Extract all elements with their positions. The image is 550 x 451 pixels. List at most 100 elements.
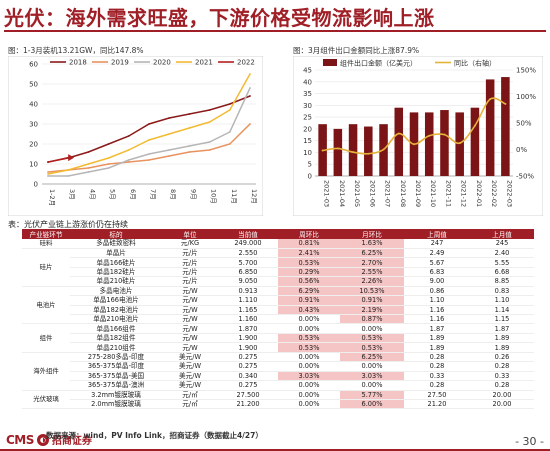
table-header-cell: 上月值: [470, 229, 534, 239]
last-month-cell: 8.85: [470, 276, 534, 287]
logo-chinese: 招商证券: [51, 436, 92, 447]
chart1-point-2021: [47, 173, 49, 175]
logo-text: CMS: [6, 432, 34, 447]
table-row: 单晶166电池片 元/W 1.110 0.91% 0.91% 1.10 1.10: [22, 295, 534, 306]
chart2-bar: [470, 107, 480, 176]
current-value-cell: 1.165: [218, 305, 278, 316]
chart1-point-2019: [87, 167, 90, 169]
chart1-point-2021: [107, 157, 110, 159]
data-source-note: 数据来源：wind，PV Info Link，招商证券（数据截止4/27）: [46, 431, 263, 440]
chart2-bar: [440, 110, 449, 176]
unit-cell: 元/W: [162, 295, 218, 306]
current-value-cell: 1.870: [218, 323, 278, 334]
chart1-ytick-label: 50: [29, 81, 38, 89]
chart1-point-2019: [148, 159, 150, 161]
chart2-bar: [348, 124, 358, 176]
week-change-cell: 0.00%: [278, 352, 340, 363]
chart1-legend-label: 2018: [69, 59, 87, 67]
segment-cell: 海外组件: [22, 352, 70, 391]
last-month-cell: 1.87: [470, 323, 534, 334]
month-change-cell: 2.19%: [340, 305, 404, 316]
week-change-cell: 0.81%: [278, 239, 340, 249]
chart1-point-2019: [107, 163, 110, 165]
last-week-cell: 0.28: [404, 380, 470, 391]
table-row: 单晶210硅片 元/片 9.050 0.56% 2.26% 9.00 8.85: [22, 276, 534, 287]
chart1-point-2022: [47, 161, 49, 164]
chart2-xtick-label: 2022-02: [490, 180, 498, 207]
month-change-cell: 0.87%: [340, 314, 404, 325]
chart2-caption: 图：3月组件出口金额同比上涨87.9%: [293, 46, 420, 55]
chart2-yoy-point: [336, 147, 339, 150]
last-month-cell: 0.28: [470, 380, 534, 391]
month-change-cell: 0.91%: [340, 295, 404, 306]
last-month-cell: 0.26: [470, 352, 534, 363]
chart1-point-2020: [228, 131, 231, 133]
current-value-cell: 1.900: [218, 342, 278, 353]
unit-cell: 元/片: [162, 257, 218, 268]
table-row: 单晶210组件 元/W 1.900 0.53% 0.53% 1.89 1.89: [22, 342, 534, 353]
chart1-xtick-label: 4月: [88, 189, 96, 200]
last-month-cell: 0.33: [470, 371, 534, 382]
chart2-ytick-label: 30: [303, 102, 312, 110]
chart2-xtick-label: 2021-10: [429, 180, 437, 207]
chart2-y2tick-label: 100%: [516, 93, 536, 101]
chart1-legend-label: 2019: [111, 59, 129, 67]
chart1-point-2018: [168, 117, 171, 119]
chart1-point-2018: [208, 109, 211, 111]
item-cell: 单晶182组件: [70, 333, 162, 344]
last-month-cell: 1.10: [470, 295, 534, 306]
chart1-ytick-label: 20: [29, 141, 38, 149]
month-change-cell: 0.00%: [340, 380, 404, 391]
table-row: 电池片 多晶电池片 元/W 0.913 6.29% 10.53% 0.86 0.83: [22, 286, 534, 325]
table-row: 单晶166硅片 元/片 5.700 0.53% 2.70% 5.67 5.55: [22, 257, 534, 268]
chart1-point-2019: [188, 151, 191, 153]
chart1-ytick-label: 30: [29, 121, 38, 129]
last-month-cell: 5.55: [470, 257, 534, 268]
week-change-cell: 0.56%: [278, 276, 340, 287]
chart2-yoy-point: [458, 142, 461, 145]
week-change-cell: 0.00%: [278, 323, 340, 334]
table-header-row: 产业链环节 标的 单位 当前值 周环比 月环比 上周值 上月值: [22, 229, 534, 239]
chart2-ytick-label: 35: [303, 90, 312, 98]
last-week-cell: 1.16: [404, 305, 470, 316]
chart1-xtick-label: 8月: [169, 189, 177, 200]
month-change-cell: 0.00%: [340, 361, 404, 372]
month-change-cell: 2.26%: [340, 276, 404, 287]
item-cell: 3.2mm镀膜玻璃: [70, 390, 162, 400]
price-table: 产业链环节 标的 单位 当前值 周环比 月环比 上周值 上月值 硅料 多晶硅致密料 元/KG 249…: [22, 229, 534, 410]
chart2-yoy-point: [367, 152, 370, 155]
unit-cell: 元/片: [162, 276, 218, 287]
unit-cell: 元/㎡: [162, 399, 218, 410]
last-week-cell: 1.10: [404, 295, 470, 306]
table-row: 365-375单晶-美国 美元/W 0.340 3.03% 3.03% 0.33 0.33: [22, 371, 534, 382]
month-change-cell: 6.25%: [340, 352, 404, 363]
current-value-cell: 1.110: [218, 295, 278, 306]
last-month-cell: 0.28: [470, 361, 534, 372]
item-cell: 单晶210组件: [70, 342, 162, 353]
month-change-cell: 5.77%: [340, 390, 404, 400]
chart2-bar: [485, 79, 495, 176]
logo-mark-icon: ◐: [36, 433, 49, 446]
unit-cell: 元/W: [162, 305, 218, 316]
chart2-legend-label-bar: 组件出口金额（亿美元）: [340, 59, 417, 68]
current-value-cell: 0.275: [218, 352, 278, 363]
chart1-xtick-label: 1-2月: [48, 189, 56, 206]
unit-cell: 元/片: [162, 267, 218, 278]
chart1-xtick-label: 5月: [109, 189, 117, 200]
segment-cell: 电池片: [22, 286, 70, 325]
table-row: 组件 单晶166组件 元/W 1.870 0.00% 0.00% 1.87 1.87: [22, 323, 534, 353]
last-month-cell: 2.40: [470, 248, 534, 259]
chart2-yoy-point: [473, 124, 476, 127]
week-change-cell: 0.53%: [278, 257, 340, 268]
table-row: 单晶182组件 元/W 1.900 0.53% 0.53% 1.89 1.89: [22, 333, 534, 344]
item-cell: 多晶硅致密料: [70, 239, 162, 249]
chart1-point-2019: [228, 143, 231, 145]
chart2-ytick-label: 25: [303, 114, 312, 122]
last-week-cell: 0.28: [404, 361, 470, 372]
chart1-ytick-label: 0: [34, 181, 38, 189]
month-change-cell: 6.00%: [340, 399, 404, 410]
chart2-ytick-label: 10: [303, 149, 312, 157]
last-week-cell: 0.28: [404, 352, 470, 363]
month-change-cell: 1.63%: [340, 239, 404, 249]
current-value-cell: 9.050: [218, 276, 278, 287]
